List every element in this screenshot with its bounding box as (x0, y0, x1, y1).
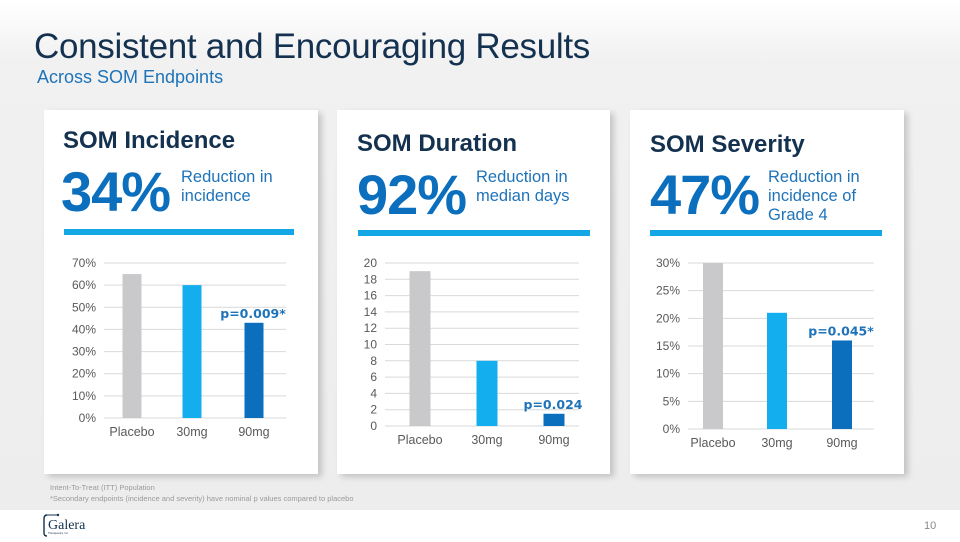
y-tick-label: 40% (72, 322, 96, 336)
x-tick-label: 30mg (176, 425, 207, 439)
logo-text: Galera (48, 518, 86, 533)
galera-logo-mark: Galera Therapeutics, Inc. (43, 513, 86, 537)
logo-subtext: Therapeutics, Inc. (48, 531, 69, 535)
slide-title: Consistent and Encouraging Results (34, 27, 590, 66)
x-tick-label: 90mg (826, 436, 857, 450)
y-tick-label: 10 (364, 338, 378, 352)
bar-90mg (543, 413, 565, 426)
stat-description: Reduction in median days (476, 168, 596, 206)
y-tick-label: 30% (656, 256, 680, 270)
x-tick-label: 90mg (238, 425, 269, 439)
x-tick-label: 30mg (471, 433, 502, 447)
stat-value: 92% (357, 163, 467, 226)
y-tick-label: 0 (370, 419, 377, 433)
stat-description: Reduction in incidence (181, 168, 301, 206)
stat-description: Reduction in incidence of Grade 4 (768, 168, 888, 225)
y-tick-label: 2 (370, 403, 377, 417)
accent-rule (650, 230, 882, 236)
x-tick-label: Placebo (109, 425, 154, 439)
stat-value: 34% (61, 160, 171, 223)
bar-30mg (182, 285, 202, 418)
x-tick-label: 30mg (761, 436, 792, 450)
p-value-label: p=0.009* (220, 306, 286, 321)
stat-description-line: Reduction in (476, 168, 568, 186)
galera-logo: Galera Therapeutics, Inc. (43, 513, 89, 542)
card-title: SOM Incidence (63, 127, 236, 154)
bar-placebo (703, 263, 723, 429)
slide-subtitle: Across SOM Endpoints (37, 67, 224, 87)
p-value-label: p=0.045* (808, 323, 874, 338)
bar-placebo (409, 271, 431, 426)
card-som-duration: SOM Duration 92% Reduction in median day… (337, 110, 610, 474)
stat-description-line: incidence (181, 187, 251, 205)
y-tick-label: 30% (72, 345, 96, 359)
y-tick-label: 60% (72, 278, 96, 292)
p-value-label: p=0.024 (524, 397, 583, 412)
y-tick-label: 18 (364, 272, 378, 286)
bar-90mg (244, 322, 264, 418)
stat-description-line: median days (476, 187, 570, 205)
chart-som-incidence: 0% 10% 20% 30% 40% 50% 60% 70% Placebo 30mg 90mg p=… (72, 256, 286, 439)
y-tick-label: 8 (370, 354, 377, 368)
y-tick-label: 6 (370, 370, 377, 384)
y-tick-label: 10% (72, 389, 96, 403)
card-title: SOM Severity (650, 131, 805, 158)
y-tick-label: 20% (656, 311, 680, 325)
bar-30mg (767, 312, 787, 429)
bar-30mg (476, 360, 498, 426)
y-tick-label: 25% (656, 284, 680, 298)
y-tick-label: 10% (656, 367, 680, 381)
y-tick-label: 4 (370, 386, 377, 400)
y-tick-label: 70% (72, 256, 96, 270)
chart-som-severity: 0% 5% 10% 15% 20% 25% 30% Placebo 30mg 90mg p=0.04… (656, 256, 874, 450)
card-title: SOM Duration (357, 130, 517, 157)
card-som-severity: SOM Severity 47% Reduction in incidence … (630, 110, 904, 474)
stat-description-line: Reduction in (181, 168, 273, 186)
y-tick-label: 20 (364, 256, 378, 270)
card-som-incidence: SOM Incidence 34% Reduction in incidence… (44, 110, 318, 474)
stat-description-line: Grade 4 (768, 206, 828, 224)
y-tick-label: 20% (72, 367, 96, 381)
x-tick-label: Placebo (397, 433, 442, 447)
y-tick-label: 16 (364, 289, 378, 303)
y-tick-label: 0% (663, 422, 681, 436)
x-tick-label: 90mg (538, 433, 569, 447)
y-tick-label: 15% (656, 339, 680, 353)
accent-rule (358, 230, 590, 236)
y-tick-label: 50% (72, 300, 96, 314)
chart-som-duration: 0 2 4 6 8 10 12 14 16 18 20 Placebo 30mg 90mg p=0.024 (364, 256, 583, 447)
x-tick-label: Placebo (690, 436, 735, 450)
y-tick-label: 0% (79, 411, 97, 425)
stat-description-line: Reduction in (768, 168, 860, 186)
y-tick-label: 14 (364, 305, 378, 319)
stat-value: 47% (650, 163, 760, 226)
bar-90mg (832, 340, 852, 429)
accent-rule (64, 229, 294, 235)
y-tick-label: 12 (364, 321, 378, 335)
y-tick-label: 5% (663, 394, 681, 408)
page-number: 10 (924, 520, 937, 532)
stat-description-line: incidence of (768, 187, 857, 205)
footnote-secondary-endpoints: *Secondary endpoints (incidence and seve… (50, 494, 354, 503)
footnote-itt: Intent-To-Treat (ITT) Population (50, 483, 155, 492)
bar-placebo (122, 274, 142, 418)
